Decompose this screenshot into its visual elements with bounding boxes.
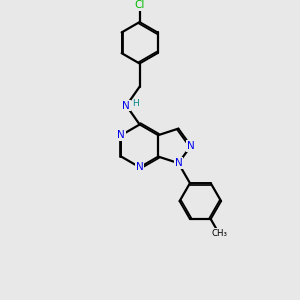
Text: N: N [122,100,130,111]
Text: N: N [175,158,182,168]
Text: N: N [187,141,195,151]
Text: N: N [136,162,143,172]
Text: H: H [133,99,139,108]
Text: N: N [117,130,125,140]
Text: CH₃: CH₃ [211,229,227,238]
Text: Cl: Cl [134,0,145,11]
